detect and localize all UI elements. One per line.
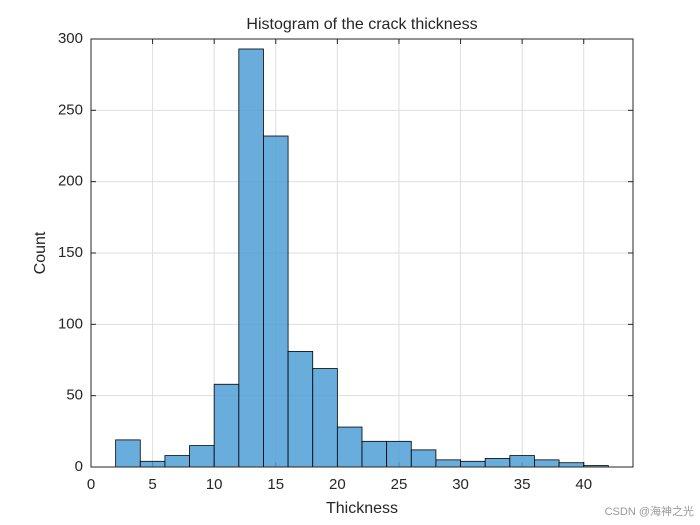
bar — [238, 48, 264, 468]
y-tick-label: 150 — [58, 244, 83, 261]
bar — [213, 383, 240, 468]
x-axis-label: Thickness — [326, 500, 398, 517]
y-tick-label: 250 — [58, 101, 83, 118]
y-tick-label: 300 — [58, 30, 83, 47]
y-tick-label: 50 — [66, 387, 83, 404]
x-tick-label: 0 — [87, 476, 95, 493]
x-tick-label: 10 — [206, 476, 223, 493]
x-tick-label: 25 — [391, 476, 408, 493]
bar — [558, 462, 585, 468]
bar — [460, 460, 486, 468]
bar — [139, 460, 166, 468]
bar — [361, 440, 388, 468]
bar — [189, 445, 215, 468]
bar — [534, 459, 560, 468]
bar — [435, 459, 461, 468]
bar — [509, 455, 535, 468]
x-tick-label: 15 — [267, 476, 284, 493]
x-tick-label: 40 — [575, 476, 592, 493]
x-tick-label: 30 — [452, 476, 469, 493]
bar — [287, 351, 314, 468]
chart-title: Histogram of the crack thickness — [246, 16, 477, 33]
y-tick-label: 200 — [58, 173, 83, 190]
y-axis-label: Count — [32, 231, 49, 274]
bar — [336, 426, 363, 468]
bar — [312, 368, 338, 468]
bar — [386, 440, 412, 468]
bar — [263, 135, 289, 468]
bar — [484, 458, 511, 468]
plot-frame — [90, 38, 634, 468]
bar — [164, 455, 190, 468]
bar — [115, 439, 141, 468]
watermark: CSDN @海神之光 — [605, 504, 694, 518]
x-tick-label: 35 — [514, 476, 531, 493]
y-tick-label: 100 — [58, 315, 83, 332]
bar — [410, 449, 437, 468]
x-tick-label: 20 — [329, 476, 346, 493]
x-tick-label: 5 — [148, 476, 156, 493]
y-tick-label: 0 — [75, 458, 83, 475]
